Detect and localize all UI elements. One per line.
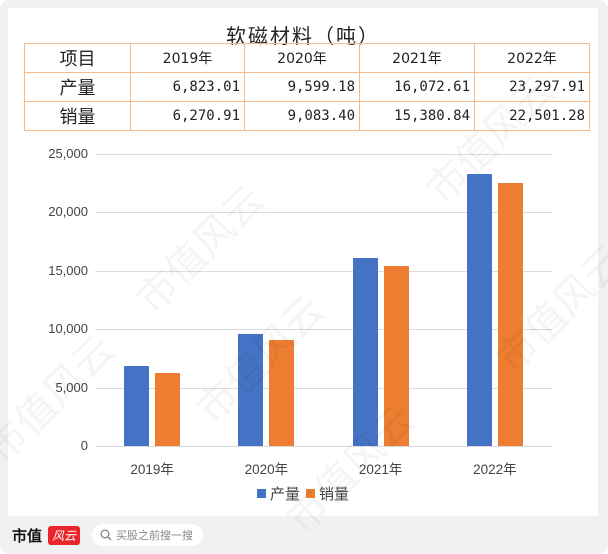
- x-tick-label: 2019年: [130, 462, 174, 477]
- y-tick-label: 0: [80, 438, 88, 453]
- table-header-cell: 项目: [24, 43, 131, 73]
- gridline: [95, 446, 552, 447]
- search-placeholder: 买股之前搜一搜: [116, 529, 194, 542]
- legend-label: 产量: [269, 485, 300, 503]
- table-row: 产量 6,823.01 9,599.18 16,072.61 23,297.91: [24, 72, 590, 102]
- y-tick-label: 15,000: [48, 262, 88, 278]
- chart-legend: 产量 销量: [8, 483, 598, 504]
- bar-chart: 25,000 20,000 15,000 10,000 5,000 0 2019年 2020年…: [8, 8, 598, 516]
- bar-production: [124, 366, 150, 446]
- legend-swatch: [306, 489, 315, 498]
- legend-item-production: 产量: [256, 483, 300, 504]
- data-table: 项目 2019年 2020年 2021年 2022年 产量 6,823.01 9…: [24, 43, 590, 131]
- table-cell: 6,270.91: [130, 101, 245, 131]
- legend-item-sales: 销量: [306, 483, 349, 504]
- bar-production: [466, 173, 492, 446]
- search-icon: [100, 529, 112, 541]
- y-tick-label: 5,000: [55, 379, 88, 395]
- footer-bar: 市值 风云 买股之前搜一搜: [12, 524, 204, 546]
- table-cell: 9,083.40: [244, 101, 360, 131]
- table-cell: 22,501.28: [474, 101, 590, 131]
- row-label: 产量: [24, 72, 131, 102]
- table-header-cell: 2019年: [130, 43, 245, 73]
- bar-production: [238, 333, 264, 446]
- gridline: [95, 154, 552, 155]
- bar-sales: [497, 183, 523, 446]
- y-tick-label: 20,000: [48, 204, 88, 220]
- table-header-cell: 2022年: [474, 43, 590, 73]
- gridline: [95, 212, 552, 214]
- bar-sales: [269, 339, 295, 446]
- legend-label: 销量: [319, 485, 350, 503]
- chart-panel: 软磁材料（吨） 项目 2019年 2020年 2021年 2022年 产量 6,…: [0, 8, 608, 543]
- gridline: [95, 329, 552, 331]
- x-tick-label: 2021年: [358, 462, 403, 477]
- row-label: 销量: [24, 101, 131, 131]
- table-row: 销量 6,270.91 9,083.40 15,380.84 22,501.28: [24, 101, 590, 131]
- x-tick-label: 2020年: [244, 462, 289, 477]
- search-box[interactable]: 买股之前搜一搜: [92, 524, 204, 546]
- table-cell: 23,297.91: [474, 72, 590, 102]
- bar-sales: [155, 372, 181, 446]
- table-cell: 16,072.61: [359, 72, 475, 102]
- table-header-row: 项目 2019年 2020年 2021年 2022年: [24, 43, 590, 73]
- gridline: [95, 387, 552, 389]
- brand-logo-badge: 风云: [48, 525, 81, 545]
- x-tick-label: 2022年: [473, 462, 517, 477]
- table-cell: 15,380.84: [359, 101, 475, 131]
- table-cell: 6,823.01: [130, 72, 245, 102]
- gridline: [95, 270, 552, 272]
- brand-logo-text: 市值: [12, 526, 43, 545]
- y-tick-label: 25,000: [48, 146, 88, 161]
- y-tick-label: 10,000: [48, 321, 88, 337]
- bar-production: [352, 258, 378, 446]
- bar-sales: [383, 266, 409, 446]
- table-header-cell: 2020年: [244, 43, 360, 73]
- legend-swatch: [256, 489, 266, 498]
